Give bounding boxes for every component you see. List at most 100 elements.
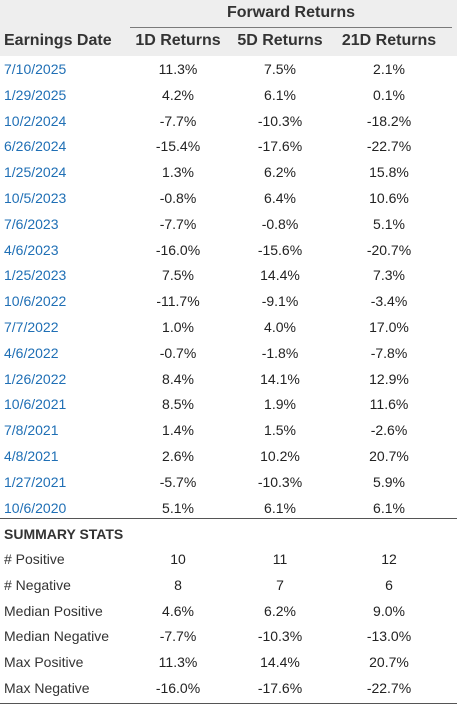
summary-row: Max Positive 11.3% 14.4% 20.7%: [0, 649, 457, 675]
cell-5d: 1.5%: [264, 422, 296, 439]
earnings-date-link[interactable]: 1/27/2021: [4, 473, 67, 490]
summary-row: Median Negative -7.7% -10.3% -13.0%: [0, 623, 457, 649]
table-row: 4/6/2023 -16.0% -15.6% -20.7%: [0, 237, 457, 263]
cell-5d: 4.0%: [264, 318, 296, 335]
forward-returns-group-title: Forward Returns: [226, 4, 355, 21]
cell-5d: 14.4%: [260, 267, 300, 284]
table-row: 6/26/2024 -15.4% -17.6% -22.7%: [0, 133, 457, 159]
table-row: 10/6/2022 -11.7% -9.1% -3.4%: [0, 288, 457, 314]
cell-21d: 12.9%: [369, 370, 409, 387]
earnings-date-link[interactable]: 1/29/2025: [4, 86, 67, 103]
cell-21d: 11.6%: [369, 396, 409, 413]
summary-label: Max Positive: [4, 654, 84, 671]
summary-label: Median Positive: [4, 602, 103, 619]
summary-label: # Positive: [4, 551, 65, 567]
group-title-underline: [130, 27, 452, 28]
cell-1d: 8.4%: [162, 370, 194, 387]
table-row: 7/7/2022 1.0% 4.0% 17.0%: [0, 314, 457, 340]
earnings-date-link[interactable]: 4/6/2022: [4, 344, 59, 361]
summary-1d: 4.6%: [162, 602, 194, 619]
summary-1d: -16.0%: [155, 679, 201, 696]
earnings-date-link[interactable]: 10/6/2020: [4, 499, 67, 516]
summary-21d: -22.7%: [366, 679, 412, 696]
column-header-1d-returns: 1D Returns: [135, 32, 221, 49]
cell-21d: 15.8%: [369, 164, 409, 181]
earnings-date-link[interactable]: 7/6/2023: [4, 215, 59, 232]
cell-21d: -2.6%: [370, 422, 408, 439]
table-row: 10/6/2021 8.5% 1.9% 11.6%: [0, 391, 457, 417]
earnings-date-link[interactable]: 10/6/2021: [4, 396, 67, 413]
cell-1d: 1.4%: [162, 422, 194, 439]
cell-5d: 7.5%: [264, 61, 296, 77]
cell-5d: -0.8%: [261, 215, 299, 232]
cell-21d: 0.1%: [373, 86, 405, 103]
cell-21d: 20.7%: [369, 447, 409, 464]
cell-5d: -9.1%: [261, 293, 299, 310]
summary-stats-rows: # Positive 10 11 12 # Negative 8 7 6 Median Po…: [0, 546, 457, 701]
table-row: 10/6/2020 5.1% 6.1% 6.1%: [0, 495, 457, 521]
cell-5d: 6.1%: [264, 86, 296, 103]
cell-5d: 6.1%: [264, 499, 296, 516]
cell-5d: 10.2%: [260, 447, 300, 464]
earnings-date-link[interactable]: 6/26/2024: [4, 138, 67, 155]
summary-label: Max Negative: [4, 679, 90, 696]
earnings-date-link[interactable]: 4/6/2023: [4, 241, 59, 258]
summary-21d: 9.0%: [373, 602, 405, 619]
earnings-date-link[interactable]: 7/10/2025: [4, 61, 67, 77]
summary-row: # Negative 8 7 6: [0, 572, 457, 598]
earnings-date-link[interactable]: 1/26/2022: [4, 370, 67, 387]
summary-21d: 6: [385, 576, 393, 593]
table-row: 1/25/2024 1.3% 6.2% 15.8%: [0, 159, 457, 185]
earnings-date-link[interactable]: 4/8/2021: [4, 447, 59, 464]
summary-5d: -10.3%: [257, 628, 303, 645]
cell-5d: -10.3%: [257, 473, 303, 490]
summary-divider: [0, 518, 457, 519]
cell-21d: -20.7%: [366, 241, 412, 258]
cell-1d: -7.7%: [159, 112, 197, 129]
cell-5d: 1.9%: [264, 396, 296, 413]
table-row: 10/5/2023 -0.8% 6.4% 10.6%: [0, 185, 457, 211]
summary-21d: 20.7%: [369, 654, 409, 671]
column-header-earnings-date: Earnings Date: [4, 32, 112, 49]
earnings-date-link[interactable]: 1/25/2023: [4, 267, 67, 284]
summary-5d: 14.4%: [260, 654, 300, 671]
table-row: 7/8/2021 1.4% 1.5% -2.6%: [0, 417, 457, 443]
table-row: 1/27/2021 -5.7% -10.3% 5.9%: [0, 469, 457, 495]
summary-1d: 11.3%: [158, 654, 198, 671]
summary-21d: -13.0%: [366, 628, 412, 645]
cell-5d: -10.3%: [257, 112, 303, 129]
table-row: 10/2/2024 -7.7% -10.3% -18.2%: [0, 108, 457, 134]
cell-5d: -15.6%: [257, 241, 303, 258]
header-band: [0, 0, 457, 56]
cell-5d: -1.8%: [261, 344, 299, 361]
cell-21d: 17.0%: [369, 318, 409, 335]
cell-1d: 2.6%: [162, 447, 194, 464]
table-bottom-border: [0, 703, 457, 704]
cell-1d: 7.5%: [162, 267, 194, 284]
column-header-21d-returns: 21D Returns: [341, 32, 437, 49]
earnings-date-link[interactable]: 7/8/2021: [4, 422, 59, 439]
summary-label: Median Negative: [4, 628, 110, 645]
earnings-date-link[interactable]: 10/5/2023: [4, 189, 67, 206]
summary-5d: -17.6%: [257, 679, 303, 696]
table-row: 1/25/2023 7.5% 14.4% 7.3%: [0, 262, 457, 288]
earnings-date-link[interactable]: 10/2/2024: [4, 112, 67, 129]
table-row: 4/6/2022 -0.7% -1.8% -7.8%: [0, 340, 457, 366]
summary-5d: 7: [276, 576, 284, 593]
earnings-date-link[interactable]: 1/25/2024: [4, 164, 67, 181]
cell-1d: 1.0%: [162, 318, 194, 335]
summary-5d: 11: [272, 551, 288, 567]
summary-stats-title: SUMMARY STATS: [4, 526, 124, 542]
cell-21d: -22.7%: [366, 138, 412, 155]
cell-1d: -16.0%: [155, 241, 201, 258]
summary-5d: 6.2%: [264, 602, 296, 619]
cell-21d: 2.1%: [373, 61, 405, 77]
cell-1d: -15.4%: [155, 138, 201, 155]
summary-label: # Negative: [4, 576, 71, 593]
table-row: 7/10/2025 11.3% 7.5% 2.1%: [0, 56, 457, 82]
earnings-date-link[interactable]: 10/6/2022: [4, 293, 67, 310]
summary-1d: 10: [170, 551, 186, 567]
earnings-date-link[interactable]: 7/7/2022: [4, 318, 59, 335]
summary-1d: 8: [174, 576, 182, 593]
